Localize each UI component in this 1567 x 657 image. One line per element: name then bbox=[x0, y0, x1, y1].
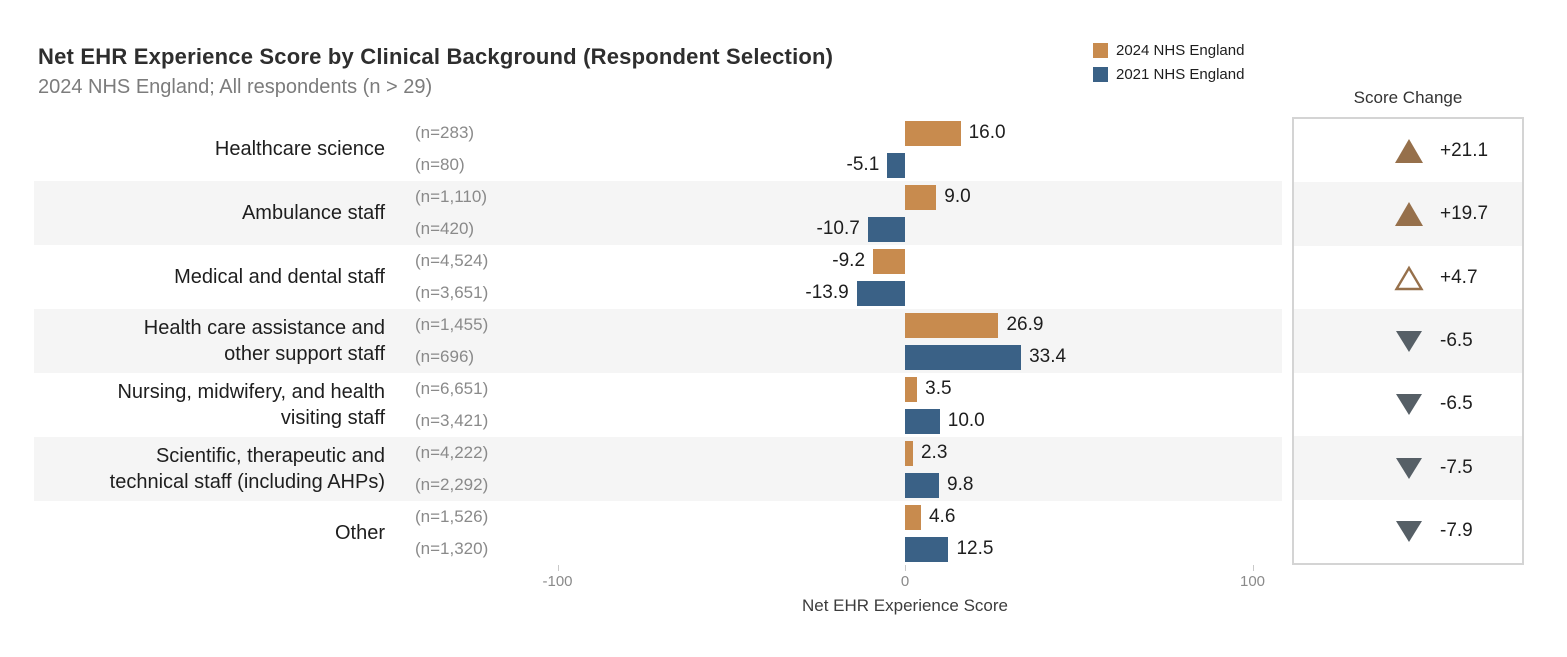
triangle-up-hollow-icon bbox=[1394, 265, 1424, 290]
bar-2024[interactable] bbox=[905, 184, 937, 210]
score-change-header: Score Change bbox=[1353, 88, 1463, 107]
bar-2021[interactable] bbox=[905, 536, 949, 562]
bar-value-label: 4.6 bbox=[928, 506, 956, 527]
category-label: Healthcare science bbox=[214, 138, 385, 160]
score-change-row: -6.5 bbox=[1294, 373, 1522, 436]
score-change-row: -6.5 bbox=[1294, 309, 1522, 373]
category-label: Ambulance staff bbox=[241, 202, 385, 224]
score-change-value: +19.7 bbox=[1440, 203, 1489, 225]
bar-2021[interactable] bbox=[867, 216, 905, 242]
bar-value-label: 26.9 bbox=[1006, 314, 1044, 335]
score-change-row: +4.7 bbox=[1294, 246, 1522, 309]
score-change-indicator bbox=[1394, 518, 1424, 544]
triangle-down-filled-icon bbox=[1396, 457, 1422, 479]
bar-2021[interactable] bbox=[905, 472, 940, 498]
legend-swatch-2021-icon bbox=[1093, 66, 1108, 82]
n-count-label: (n=420) bbox=[415, 219, 475, 238]
triangle-up-filled-icon bbox=[1395, 202, 1423, 227]
legend-label-2024: 2024 NHS England bbox=[1116, 41, 1245, 59]
category-label: Medical and dental staff bbox=[174, 266, 385, 288]
bar-2021[interactable] bbox=[905, 408, 940, 434]
x-axis-title: Net EHR Experience Score bbox=[802, 596, 1008, 615]
category-label: Nursing, midwifery, and health visiting s… bbox=[117, 381, 385, 429]
n-count-label: (n=1,320) bbox=[415, 539, 489, 558]
n-count-label: (n=6,651) bbox=[415, 379, 489, 398]
bar-2021[interactable] bbox=[856, 280, 905, 306]
score-change-indicator bbox=[1394, 138, 1424, 164]
n-count-label: (n=2,292) bbox=[415, 475, 489, 494]
axis-tick-mark bbox=[1252, 565, 1254, 571]
score-change-indicator bbox=[1394, 201, 1424, 227]
row-band bbox=[34, 181, 1282, 245]
row-band bbox=[34, 437, 1282, 501]
bar-2024[interactable] bbox=[905, 376, 918, 402]
bar-2024[interactable] bbox=[905, 312, 999, 338]
score-change-row: +19.7 bbox=[1294, 182, 1522, 246]
score-change-value: +4.7 bbox=[1440, 266, 1478, 288]
category-label: Health care assistance and other support … bbox=[143, 317, 385, 365]
n-count-label: (n=3,651) bbox=[415, 283, 489, 302]
axis-tick-label: 100 bbox=[1239, 573, 1266, 590]
bar-2024[interactable] bbox=[905, 504, 921, 530]
category-label: Scientific, therapeutic and technical sta… bbox=[109, 445, 385, 493]
score-change-panel: +21.1 +19.7 +4.7 -6.5 -6.5 -7.5 -7.9 bbox=[1292, 117, 1524, 565]
n-count-label: (n=4,524) bbox=[415, 251, 489, 270]
triangle-down-filled-icon bbox=[1396, 330, 1422, 352]
score-change-value: -7.5 bbox=[1440, 456, 1473, 478]
n-count-label: (n=3,421) bbox=[415, 411, 489, 430]
bar-value-label: 10.0 bbox=[947, 410, 985, 431]
bar-2021[interactable] bbox=[887, 152, 905, 178]
bar-value-label: -9.2 bbox=[832, 250, 866, 271]
legend-item-2024[interactable]: 2024 NHS England bbox=[1093, 38, 1244, 62]
score-change-row: -7.5 bbox=[1294, 436, 1522, 500]
bar-2021[interactable] bbox=[905, 344, 1022, 370]
score-change-indicator bbox=[1394, 265, 1424, 291]
score-change-indicator bbox=[1394, 328, 1424, 354]
score-change-row: -7.9 bbox=[1294, 500, 1522, 563]
n-count-label: (n=1,110) bbox=[415, 187, 487, 206]
triangle-down-filled-icon bbox=[1396, 394, 1422, 416]
chart-title: Net EHR Experience Score by Clinical Bac… bbox=[38, 44, 834, 69]
bar-value-label: -5.1 bbox=[846, 154, 880, 175]
bar-2024[interactable] bbox=[873, 248, 905, 274]
axis-tick-mark bbox=[905, 565, 906, 571]
score-change-indicator bbox=[1394, 391, 1424, 417]
score-change-value: -7.9 bbox=[1440, 520, 1473, 542]
triangle-down-filled-icon bbox=[1396, 521, 1422, 543]
bar-value-label: 16.0 bbox=[968, 122, 1006, 143]
category-label: Other bbox=[334, 522, 385, 544]
chart-area: Healthcare science (n=283) (n=80) 16.0 -5.1 A… bbox=[0, 117, 1567, 565]
score-change-value: -6.5 bbox=[1440, 393, 1473, 415]
axis-tick-label: -100 bbox=[542, 573, 573, 590]
row-band bbox=[34, 309, 1282, 373]
triangle-up-filled-icon bbox=[1395, 138, 1423, 163]
bar-value-label: 9.8 bbox=[947, 474, 974, 495]
bar-value-label: -10.7 bbox=[816, 218, 860, 239]
score-change-indicator bbox=[1394, 455, 1424, 481]
legend-item-2021[interactable]: 2021 NHS England bbox=[1093, 62, 1244, 86]
legend-swatch-2024-icon bbox=[1093, 42, 1108, 58]
n-count-label: (n=1,455) bbox=[415, 315, 489, 334]
bar-value-label: -13.9 bbox=[805, 282, 849, 303]
bar-value-label: 3.5 bbox=[925, 378, 952, 399]
n-count-label: (n=283) bbox=[415, 123, 475, 142]
bar-value-label: 12.5 bbox=[956, 538, 994, 559]
bar-value-label: 33.4 bbox=[1029, 346, 1067, 367]
score-change-value: +21.1 bbox=[1440, 139, 1489, 161]
bar-2024[interactable] bbox=[905, 120, 961, 146]
n-count-label: (n=80) bbox=[415, 155, 465, 174]
bar-value-label: 2.3 bbox=[920, 442, 948, 463]
bar-value-label: 9.0 bbox=[944, 186, 971, 207]
n-count-label: (n=4,222) bbox=[415, 443, 489, 462]
bar-2024[interactable] bbox=[905, 440, 913, 466]
score-change-row: +21.1 bbox=[1294, 119, 1522, 182]
n-count-label: (n=696) bbox=[415, 347, 475, 366]
axis-tick-mark bbox=[557, 565, 559, 571]
chart-subtitle: 2024 NHS England; All respondents (n > 2… bbox=[38, 76, 433, 98]
legend-label-2021: 2021 NHS England bbox=[1116, 65, 1245, 83]
axis-tick-label: 0 bbox=[900, 573, 910, 590]
score-change-value: -6.5 bbox=[1440, 329, 1473, 351]
n-count-label: (n=1,526) bbox=[415, 507, 489, 526]
legend: 2024 NHS England 2021 NHS England bbox=[1093, 38, 1244, 86]
